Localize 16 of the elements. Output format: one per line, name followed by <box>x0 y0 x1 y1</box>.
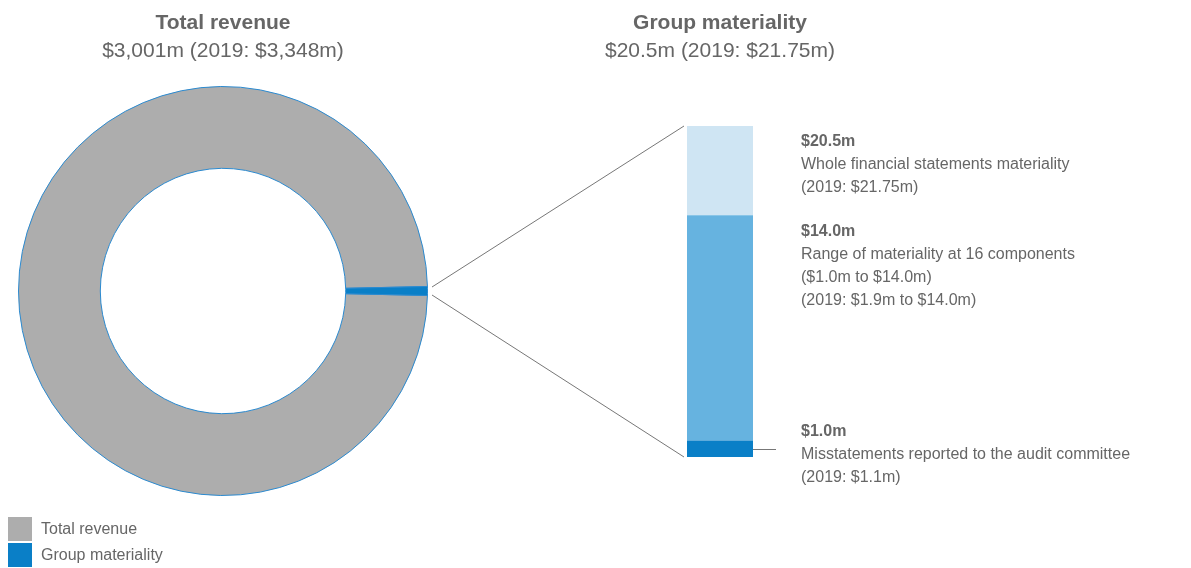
text: (2019: $1.9m to $14.0m) <box>801 290 977 308</box>
text: (2019: $1.1m) <box>801 467 901 485</box>
text: (2019: $21.75m) <box>801 178 919 196</box>
chart-subtitle: $3,001m (2019: $3,348m) <box>101 38 345 62</box>
text: Range of materiality at 16 components <box>801 244 1075 262</box>
text: Misstatements reported to the audit committee <box>801 444 1131 462</box>
chart-title: Total revenue <box>154 10 292 34</box>
legend-label: Total revenue <box>41 520 138 538</box>
text: ($1.0m to $14.0m) <box>801 267 932 285</box>
text: $20.5m <box>801 132 856 150</box>
text: $1.0m <box>801 421 847 439</box>
chart-subtitle: $20.5m (2019: $21.75m) <box>604 38 836 62</box>
text: Whole financial statements materiality <box>801 155 1070 173</box>
legend-label: Group materiality <box>41 546 163 564</box>
chart-title: Group materiality <box>632 10 808 34</box>
text: $14.0m <box>801 221 856 239</box>
